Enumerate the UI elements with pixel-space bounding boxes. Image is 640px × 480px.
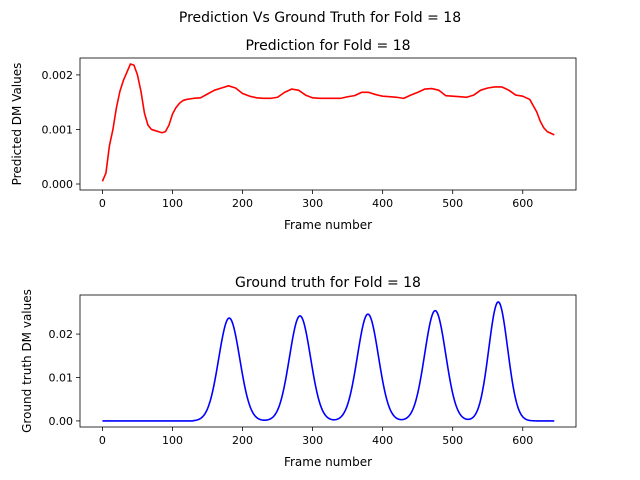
ground-truth-chart-ticks: 0 100 200 300 400 500 600 0.00 0.01 0.02 bbox=[49, 328, 534, 447]
ground-truth-x-axis-label: Frame number bbox=[284, 455, 372, 469]
y-tick-label: 0.02 bbox=[49, 328, 74, 341]
ground-truth-chart-title: Ground truth for Fold = 18 bbox=[235, 275, 421, 291]
x-tick-label: 400 bbox=[372, 197, 393, 210]
prediction-chart: Prediction for Fold = 18 0 100 200 300 400 50… bbox=[10, 38, 577, 232]
x-tick-label: 200 bbox=[232, 434, 253, 447]
y-tick-label: 0.002 bbox=[42, 69, 74, 82]
prediction-chart-title: Prediction for Fold = 18 bbox=[245, 38, 410, 54]
prediction-y-axis-label: Predicted DM Values bbox=[10, 63, 24, 186]
x-tick-label: 600 bbox=[512, 197, 533, 210]
y-tick-label: 0.000 bbox=[42, 178, 74, 191]
x-tick-label: 600 bbox=[512, 434, 533, 447]
x-tick-label: 0 bbox=[99, 434, 106, 447]
ground-truth-series-line bbox=[102, 301, 555, 422]
ground-truth-chart: Ground truth for Fold = 18 0 100 200 300 400… bbox=[20, 275, 577, 469]
figure-suptitle: Prediction Vs Ground Truth for Fold = 18 bbox=[179, 10, 461, 26]
y-tick-label: 0.01 bbox=[49, 372, 74, 385]
ground-truth-chart-frame bbox=[79, 294, 577, 428]
prediction-chart-frame bbox=[79, 57, 577, 191]
ground-truth-y-axis-label: Ground truth DM values bbox=[20, 289, 34, 433]
prediction-series-line bbox=[101, 63, 555, 182]
y-tick-label: 0.00 bbox=[49, 415, 74, 428]
prediction-chart-ticks: 0 100 200 300 400 500 600 0.000 0.001 0.002 bbox=[42, 69, 534, 210]
x-tick-label: 300 bbox=[302, 197, 323, 210]
x-tick-label: 100 bbox=[162, 197, 183, 210]
x-tick-label: 0 bbox=[99, 197, 106, 210]
x-tick-label: 500 bbox=[442, 197, 463, 210]
x-tick-label: 100 bbox=[162, 434, 183, 447]
x-tick-label: 300 bbox=[302, 434, 323, 447]
y-tick-label: 0.001 bbox=[42, 123, 74, 136]
x-tick-label: 500 bbox=[442, 434, 463, 447]
x-tick-label: 400 bbox=[372, 434, 393, 447]
x-tick-label: 200 bbox=[232, 197, 253, 210]
prediction-x-axis-label: Frame number bbox=[284, 218, 372, 232]
